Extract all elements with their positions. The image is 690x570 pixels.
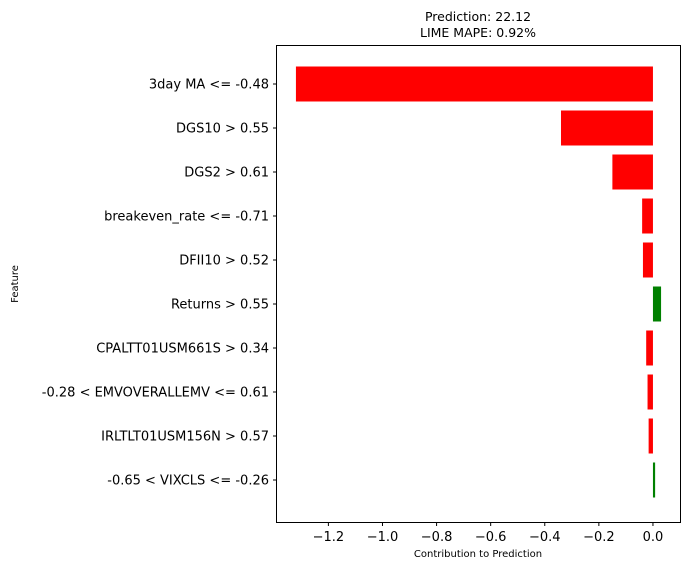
- y-ticks-group: 3day MA <= -0.48 DGS10 > 0.55 DGS2 > 0.61 b…: [42, 78, 277, 489]
- x-tick-label-2: −0.8: [421, 530, 453, 545]
- bar-5: [652, 286, 662, 322]
- bar-7: [647, 374, 653, 410]
- x-tick-label-6: 0.0: [643, 530, 664, 545]
- y-tick-label-4: DFII10 > 0.52: [179, 254, 269, 269]
- y-tick-label-3: breakeven_rate <= -0.71: [104, 210, 269, 225]
- y-tick-label-0: 3day MA <= -0.48: [149, 78, 269, 93]
- x-tick-label-3: −0.6: [475, 530, 507, 545]
- x-tick-label-0: −1.2: [313, 530, 345, 545]
- y-tick-label-1: DGS10 > 0.55: [176, 122, 269, 137]
- y-tick-label-9: -0.65 < VIXCLS <= -0.26: [107, 474, 269, 489]
- chart-title-line-2: LIME MAPE: 0.92%: [420, 25, 536, 40]
- chart-title-line-1: Prediction: 22.12: [425, 9, 531, 24]
- x-tick-label-4: −0.4: [529, 530, 561, 545]
- x-tick-label-1: −1.0: [367, 530, 399, 545]
- bar-1: [560, 110, 653, 146]
- y-tick-label-2: DGS2 > 0.61: [184, 166, 269, 181]
- bar-2: [612, 154, 653, 190]
- plot-frame: [276, 45, 681, 523]
- x-ticks-group: −1.2 −1.0 −0.8 −0.6 −0.4 −0.2 0.0: [313, 522, 664, 545]
- y-tick-label-5: Returns > 0.55: [171, 298, 269, 313]
- bars-group: [295, 66, 662, 498]
- bar-9: [652, 462, 656, 498]
- y-axis-label: Feature: [10, 265, 21, 303]
- y-tick-label-7: -0.28 < EMVOVERALLEMV <= 0.61: [42, 386, 269, 401]
- bar-4: [642, 242, 653, 278]
- y-tick-label-6: CPALTT01USM661S > 0.34: [96, 342, 269, 357]
- y-tick-label-8: IRLTLT01USM156N > 0.57: [101, 430, 269, 445]
- x-tick-label-5: −0.2: [583, 530, 615, 545]
- x-axis-label: Contribution to Prediction: [414, 549, 542, 560]
- bar-3: [642, 198, 653, 234]
- bar-8: [648, 418, 653, 454]
- bar-6: [646, 330, 653, 366]
- bar-0: [295, 66, 653, 102]
